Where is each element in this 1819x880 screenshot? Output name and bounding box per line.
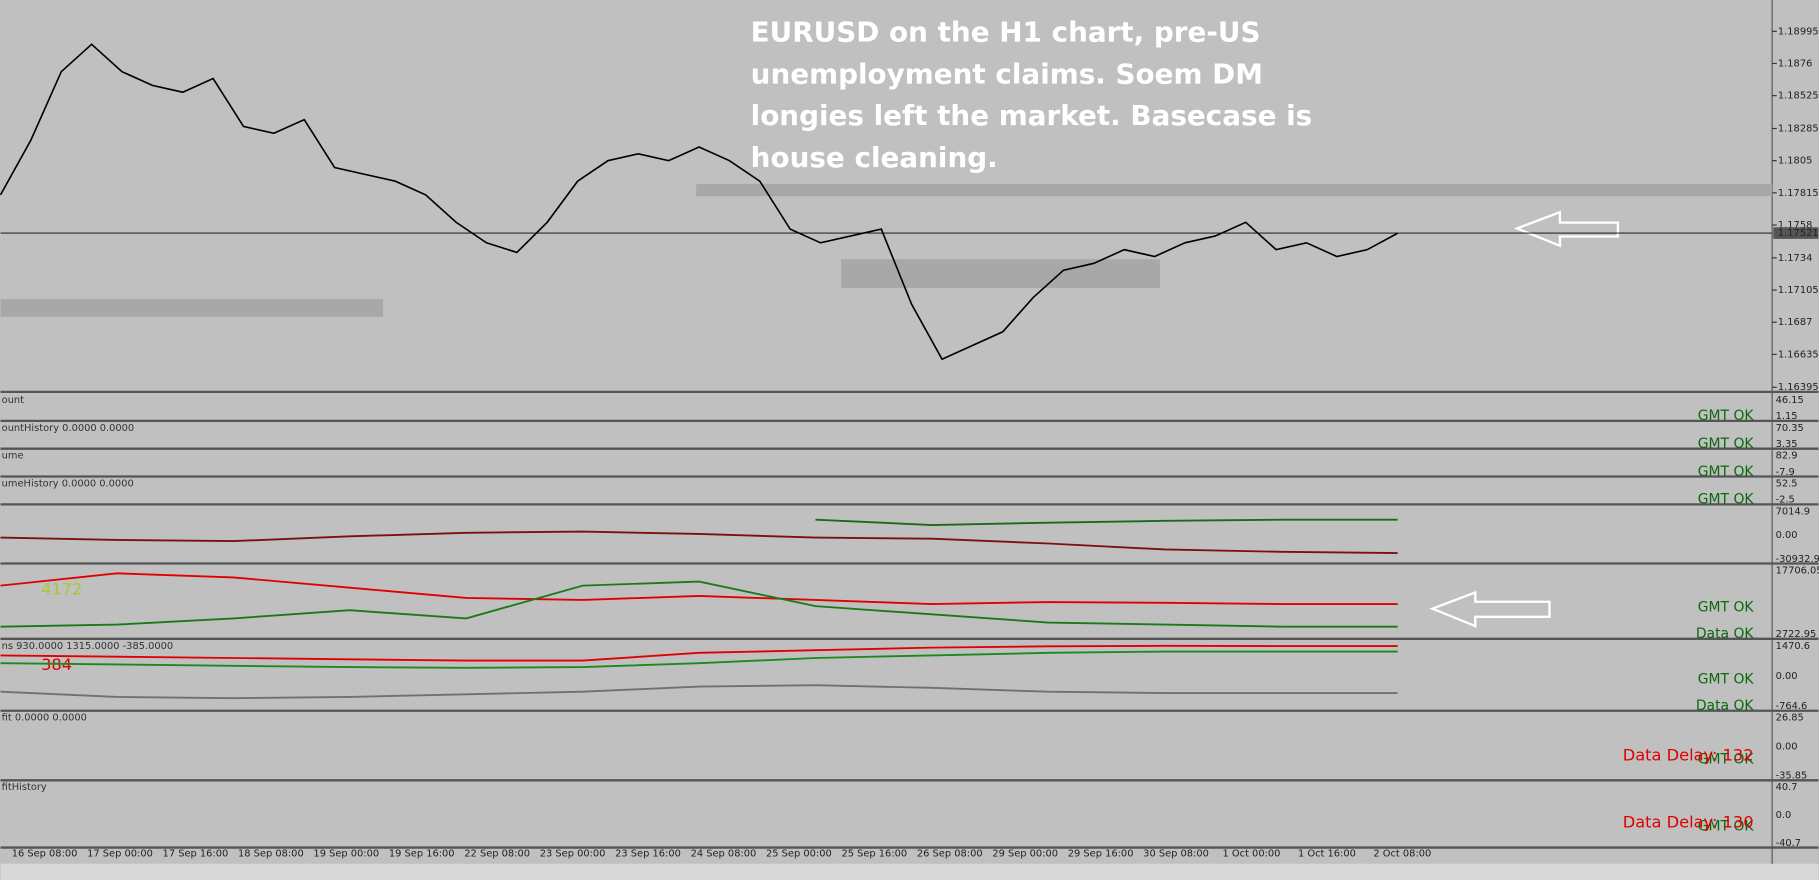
- bottom-strip: [0, 863, 1819, 880]
- status: GMT OK: [1698, 671, 1755, 687]
- panel-label: ountHistory 0.0000 0.0000: [2, 423, 135, 434]
- panel-label: fitHistory: [2, 782, 47, 793]
- axis-label: 1470.6: [1776, 641, 1810, 652]
- price-zone: [841, 259, 1160, 288]
- price-label: 1.1876: [1778, 58, 1812, 69]
- annotation: EURUSD on the H1 chart, pre-US: [751, 16, 1261, 49]
- indicator-line: [0, 530, 1398, 554]
- time-label: 24 Sep 08:00: [691, 848, 757, 859]
- panel-label: fit 0.0000 0.0000: [2, 713, 87, 724]
- time-label: 2 Oct 08:00: [1373, 848, 1431, 859]
- indicator-line: [0, 644, 1398, 662]
- status: GMT OK: [1698, 408, 1755, 424]
- axis-label: -2.5: [1776, 495, 1795, 506]
- annotation: house cleaning.: [751, 141, 998, 174]
- axis-label: 2722.95: [1776, 629, 1817, 640]
- annotation: unemployment claims. Soem DM: [751, 57, 1263, 90]
- annotation: longies left the market. Basecase is: [751, 99, 1313, 132]
- time-label: 1 Oct 16:00: [1298, 848, 1356, 859]
- time-label: 18 Sep 08:00: [238, 848, 304, 859]
- price-label: 1.17105: [1778, 285, 1819, 296]
- price-line: [0, 43, 1399, 361]
- status: Data OK: [1696, 698, 1755, 714]
- panel-label: ume: [2, 451, 24, 462]
- indicator-line: [815, 518, 1398, 526]
- price-label: 1.18995: [1778, 26, 1819, 37]
- indicator-line: [0, 684, 1398, 700]
- status: GMT OK: [1698, 751, 1755, 767]
- axis-label: 1.15: [1776, 411, 1798, 422]
- status: GMT OK: [1698, 819, 1755, 835]
- time-label: 17 Sep 16:00: [163, 848, 229, 859]
- time-label: 19 Sep 00:00: [313, 848, 379, 859]
- time-label: 19 Sep 16:00: [389, 848, 455, 859]
- status: GMT OK: [1698, 492, 1755, 508]
- data-delay: Data Delay: 132: [1623, 745, 1754, 764]
- current-price: 1.17521: [1778, 228, 1819, 239]
- price-label: 1.1687: [1778, 317, 1812, 328]
- axis-label: -30932.9: [1776, 554, 1819, 565]
- price-zone: [696, 183, 1773, 197]
- time-label: 17 Sep 00:00: [87, 848, 153, 859]
- price-label: 1.18525: [1778, 91, 1819, 102]
- time-label: 22 Sep 08:00: [464, 848, 530, 859]
- price-label: 1.16395: [1778, 382, 1819, 393]
- axis-label: -40.7: [1776, 838, 1801, 849]
- panel-label: ns 930.0000 1315.0000 -385.0000: [2, 641, 173, 652]
- time-label: 30 Sep 08:00: [1143, 848, 1209, 859]
- axis-label: 82.9: [1776, 451, 1798, 462]
- time-label: 26 Sep 08:00: [917, 848, 983, 859]
- time-label: 1 Oct 00:00: [1223, 848, 1281, 859]
- time-label: 16 Sep 08:00: [12, 848, 78, 859]
- axis-label: 3.35: [1776, 439, 1798, 450]
- price-label: 1.1805: [1778, 156, 1812, 167]
- axis-label: 0.00: [1776, 742, 1798, 753]
- axis-label: 46.15: [1776, 395, 1804, 406]
- axis-label: 26.85: [1776, 713, 1804, 724]
- axis-label: 0.00: [1776, 671, 1798, 682]
- price-label: 1.16635: [1778, 349, 1819, 360]
- price-label: 1.1734: [1778, 253, 1812, 264]
- price-zone: [0, 298, 384, 317]
- indicator-line: [0, 580, 1398, 628]
- status: GMT OK: [1698, 436, 1755, 452]
- time-label: 25 Sep 16:00: [841, 848, 907, 859]
- time-label: 23 Sep 16:00: [615, 848, 681, 859]
- time-label: 23 Sep 00:00: [540, 848, 606, 859]
- status: Data OK: [1696, 626, 1755, 642]
- axis-label: -7.9: [1776, 467, 1795, 478]
- axis-label: 0.00: [1776, 530, 1798, 541]
- panel-label: ount: [2, 395, 25, 406]
- axis-label: 40.7: [1776, 782, 1798, 793]
- axis-label: 52.5: [1776, 478, 1798, 489]
- axis-label: 17706.05: [1776, 565, 1819, 576]
- axis-label: 0.0: [1776, 810, 1792, 821]
- time-label: 29 Sep 16:00: [1068, 848, 1134, 859]
- data-delay: Data Delay: 130: [1623, 813, 1754, 832]
- axis-label: -764.6: [1776, 701, 1808, 712]
- axis-label: 70.35: [1776, 423, 1804, 434]
- indicator-line: [0, 572, 1398, 606]
- panel-label: umeHistory 0.0000 0.0000: [2, 478, 134, 489]
- price-label: 1.1758: [1778, 220, 1812, 231]
- axis-label: -35.85: [1776, 771, 1808, 782]
- time-label: 25 Sep 00:00: [766, 848, 832, 859]
- status: GMT OK: [1698, 600, 1755, 616]
- price-box: [1773, 227, 1819, 239]
- axis-label: 7014.9: [1776, 506, 1810, 517]
- indicator-value: 4172: [41, 580, 82, 599]
- time-label: 29 Sep 00:00: [992, 848, 1058, 859]
- indicator-line: [0, 650, 1398, 669]
- price-label: 1.17815: [1778, 188, 1819, 199]
- status: GMT OK: [1698, 464, 1755, 480]
- price-label: 1.18285: [1778, 124, 1819, 135]
- arrow: [1513, 210, 1620, 248]
- arrow: [1429, 590, 1551, 628]
